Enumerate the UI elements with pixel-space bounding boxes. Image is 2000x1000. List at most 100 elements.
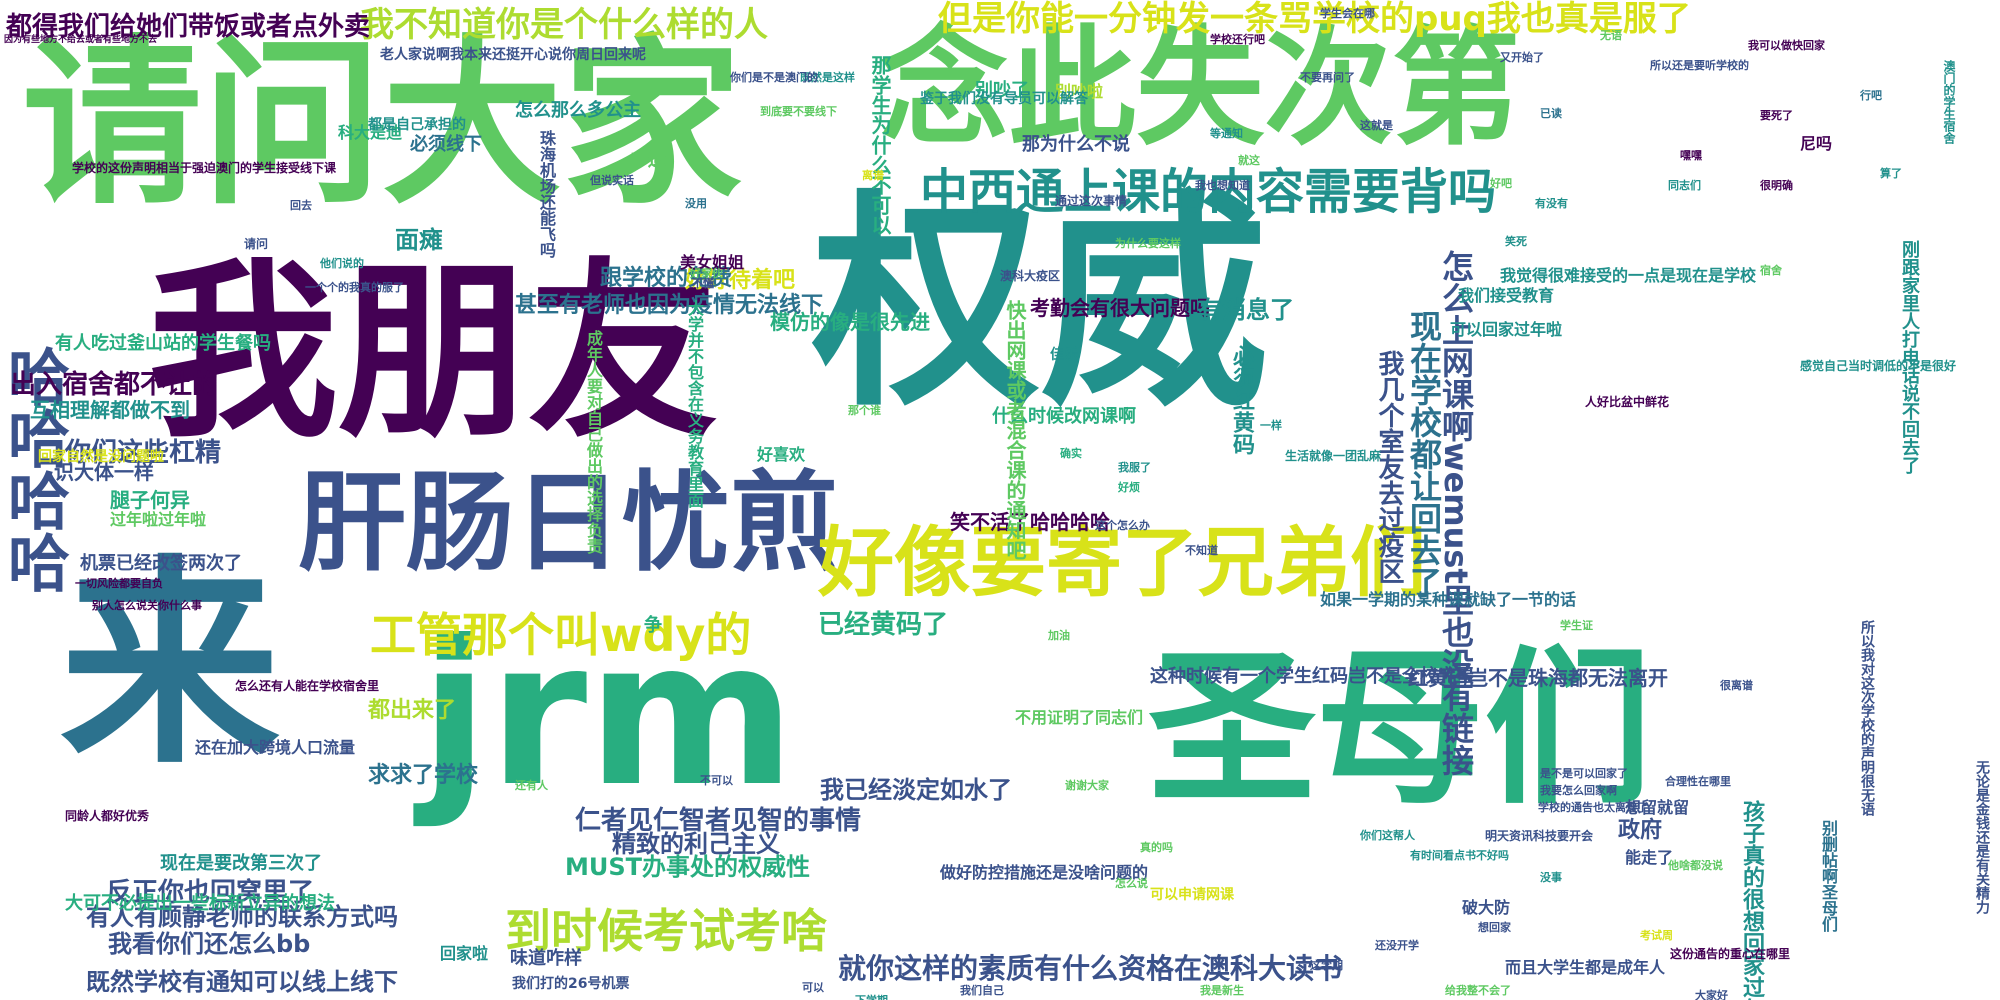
cloud-word: 回家啦 [440, 944, 489, 963]
cloud-word: 仁者见仁智者见智的事情 [575, 806, 862, 836]
cloud-word: 我可以做快回家 [1748, 39, 1825, 52]
cloud-word: 明天资讯科技要开会 [1485, 829, 1594, 843]
cloud-word: 很离谱 [1720, 679, 1753, 692]
cloud-word: 既然是这样 [800, 71, 855, 84]
cloud-word: 破大防 [1462, 898, 1511, 917]
cloud-word: 都得我们给她们带饭或者点外卖 [6, 12, 371, 42]
cloud-word: 因为有些地方不给去或者有些地方不去 [4, 35, 158, 45]
cloud-word: 工管那个叫wdy的 [370, 608, 752, 662]
cloud-word: 笑死 [1505, 235, 1527, 248]
cloud-word: 如果一学期的某种课就缺了一节的话 [1320, 590, 1577, 609]
cloud-word: 可以申请网课 [1150, 887, 1234, 903]
cloud-word: 怎么还有人能在学校宿舍里 [235, 679, 380, 693]
cloud-word: 不用证明了同志们 [1015, 708, 1144, 727]
cloud-word: 好好待着吧 [685, 268, 796, 293]
cloud-word: 所以我对这次学校的声明很无语 [1859, 620, 1875, 816]
cloud-word: 没事 [1540, 871, 1562, 884]
cloud-word: 刚跟家里人打电话说不回去了 [1899, 240, 1920, 474]
cloud-word: 学生证 [1560, 619, 1593, 632]
cloud-word: 怎么说 [1115, 877, 1148, 890]
cloud-word: 我们打的26号机票 [512, 976, 630, 992]
cloud-word: 识大体一样 [54, 460, 154, 484]
cloud-word: 下学期 [855, 995, 888, 1000]
cloud-word: 这就是 [1360, 119, 1393, 132]
cloud-word: 面瘫 [395, 226, 443, 254]
cloud-word: 别删帖啊圣母们 [1819, 820, 1838, 932]
cloud-word: 到底要不要线下 [760, 105, 837, 118]
cloud-word: 谢谢大家 [1065, 779, 1109, 792]
cloud-word: 我是新生 [1200, 984, 1244, 997]
cloud-word: 那为什么不说 [1022, 134, 1130, 155]
cloud-word: 一样 [1260, 419, 1282, 432]
cloud-word: 同龄人都好优秀 [65, 809, 150, 823]
cloud-word: 精致的利己主义 [612, 830, 780, 858]
cloud-word: 我朋友 [148, 242, 719, 463]
cloud-word: 有没有 [1535, 197, 1568, 210]
cloud-word: 可以回家过年啦 [1450, 320, 1563, 339]
cloud-word: 甚至有老师也因为疫情无法线下 [515, 293, 824, 318]
cloud-word: 孩子真的很想回家过年 [1739, 800, 1764, 1000]
cloud-word: 都出来了 [368, 698, 457, 723]
cloud-word: 到时候考试考啥 [505, 904, 827, 958]
cloud-word: 成年人要对自己做出的选择负责 [584, 330, 603, 554]
cloud-word: 澳门的学生宿舍 [1942, 60, 1956, 144]
cloud-word: 我服了 [1118, 461, 1151, 474]
cloud-word: 你们是不是澳门的 [730, 71, 818, 84]
cloud-word: 可以 [802, 981, 824, 994]
cloud-word: 无论是金钱还是有关精力 [1974, 760, 1990, 914]
cloud-word: 离谱 [862, 169, 884, 182]
cloud-word: 又开始了 [1500, 51, 1544, 64]
cloud-word: 为什么要这样 [1115, 237, 1181, 250]
cloud-word: 机票已经改签两次了 [80, 553, 242, 574]
cloud-word: 大家好 [1695, 989, 1728, 1000]
cloud-word: 一切风险都要自负 [75, 577, 163, 590]
cloud-word: 肝肠日忧煎 [298, 461, 839, 586]
cloud-word: 学生会在哪 [1320, 7, 1375, 20]
cloud-word: 不可以 [700, 774, 733, 787]
cloud-word: 我觉得很难接受的一点是现在是学校 [1500, 266, 1757, 285]
cloud-word: 我也想知道 [1195, 179, 1250, 192]
cloud-word: 科大是迪 [338, 123, 403, 142]
cloud-word: 给我整不会了 [1445, 984, 1511, 997]
cloud-word: 要死了 [1760, 109, 1793, 122]
cloud-word: 学校的通告也太离谱了 [1538, 801, 1648, 814]
cloud-word: 想留就留 [1625, 798, 1690, 817]
cloud-word: MUST办事处的权威性 [565, 853, 811, 881]
cloud-word: 有人有顾静老师的联系方式吗 [86, 903, 398, 931]
cloud-word: 必须红黄码 [1229, 345, 1254, 455]
cloud-word: 什么时候改网课啊 [992, 406, 1136, 427]
cloud-word: 等通知 [1210, 127, 1243, 140]
cloud-word: 有消息了 [1198, 296, 1294, 324]
cloud-word: 学校还行吧 [1210, 33, 1265, 46]
cloud-word: 美女姐姐 [680, 253, 745, 272]
cloud-word: 确实 [1060, 447, 1082, 460]
cloud-word: 政府 [1618, 818, 1663, 843]
cloud-word: 怎么那么多公主 [515, 100, 641, 121]
cloud-word: 一个个的我真的服了 [305, 281, 404, 294]
cloud-word: 好家伙 [690, 267, 723, 280]
cloud-word: 考试周 [1640, 929, 1673, 942]
cloud-word: 通过这次事情 [1055, 194, 1128, 208]
cloud-word: 我几个室友去过疫区 [1374, 350, 1404, 584]
cloud-word: 快出网课或者混合课的通知吧 [1003, 300, 1027, 560]
cloud-word: 老人家说啊我本来还挺开心说你周日回来呢 [380, 47, 646, 63]
cloud-word: 这学期 [1310, 959, 1343, 972]
cloud-word: 做好防控措施还是没啥问题的 [940, 863, 1149, 882]
cloud-word: 真的吗 [1140, 841, 1173, 854]
cloud-word: 就这 [1238, 154, 1260, 167]
cloud-word: 你们这些杠精 [65, 438, 222, 468]
cloud-word: 别吵啦 [1055, 82, 1104, 101]
cloud-word: 很明确 [1760, 179, 1793, 192]
cloud-word: 中西通上课的内容需要背吗 [920, 164, 1497, 220]
cloud-word: 没用 [685, 197, 707, 210]
cloud-word: 别人怎么说关你什么事 [92, 599, 202, 612]
cloud-word: 佳乐 [1050, 347, 1078, 363]
cloud-word: 模仿的像是很先进 [770, 310, 930, 334]
cloud-word: 加油 [1048, 629, 1070, 642]
cloud-word: 这份通告的重心在哪里 [1670, 947, 1791, 961]
cloud-word: 我要怎么回家啊 [1540, 784, 1617, 797]
cloud-word: 无语 [1600, 29, 1622, 42]
cloud-word: 哈哈哈哈 [0, 345, 70, 593]
cloud-word: 来 [60, 537, 281, 793]
cloud-word: 既然学校有通知可以线上线下 [86, 968, 398, 996]
